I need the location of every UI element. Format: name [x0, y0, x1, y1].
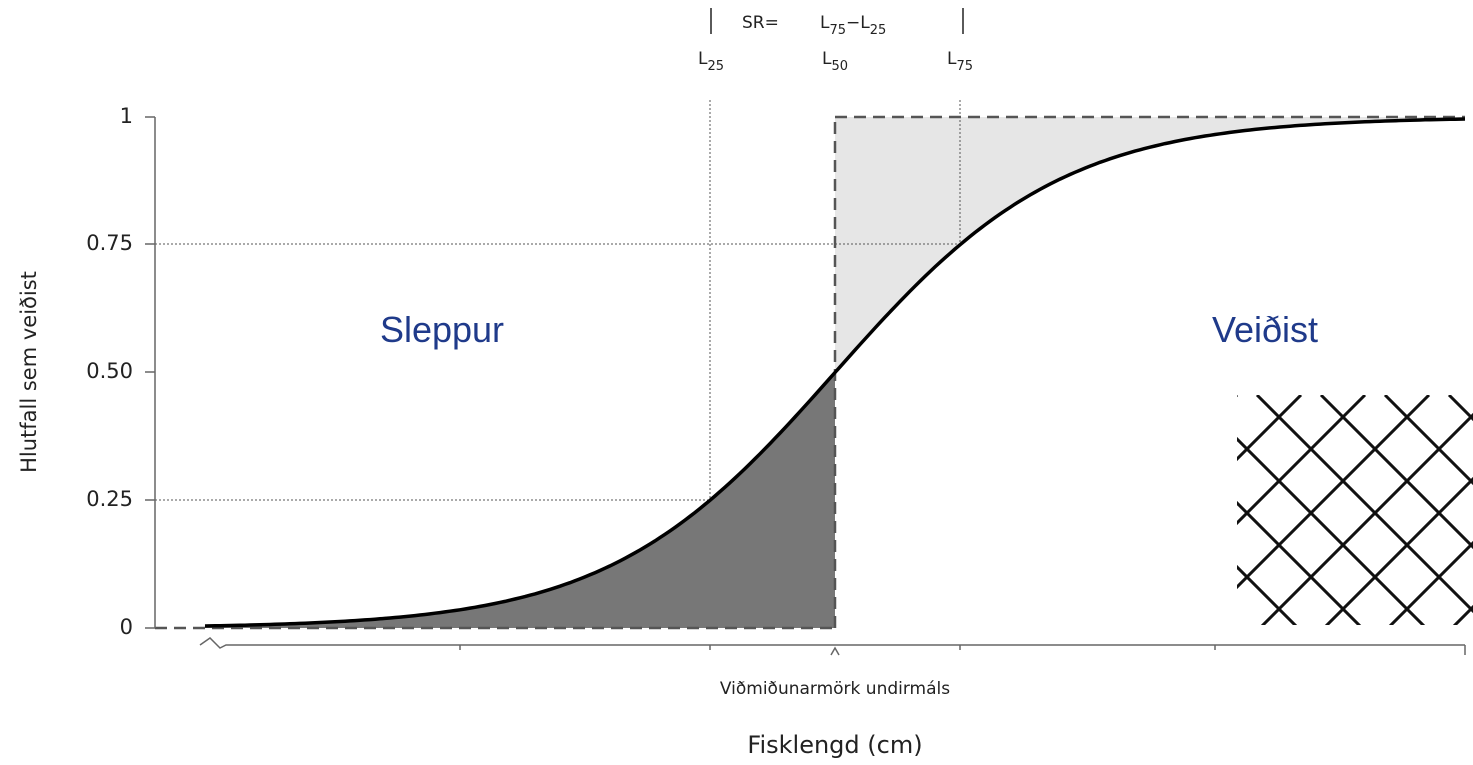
net-strand	[1237, 564, 1298, 625]
threshold-label: Viðmiðunarmörk undirmáls	[720, 679, 950, 699]
y-tick-label: 1	[120, 104, 133, 128]
net-strand	[937, 395, 1197, 655]
region-label: Sleppur	[380, 309, 504, 350]
net-strand	[1383, 395, 1473, 486]
net-strand	[1237, 436, 1426, 625]
net-strand	[1237, 395, 1303, 462]
area-fills	[205, 117, 1465, 628]
marker-bars	[710, 8, 964, 34]
net-strand	[1324, 476, 1473, 625]
marker-sub: 25	[707, 59, 724, 74]
formula-sub: 75	[829, 23, 846, 38]
y-axis-title: Hlutfall sem veiðist	[17, 271, 41, 473]
formula-part: L	[820, 13, 830, 33]
axes	[145, 116, 1466, 656]
region-label: Veiðist	[1212, 309, 1318, 350]
marker-label: L25	[698, 49, 724, 74]
marker-main: L	[822, 49, 832, 69]
net-strand	[1260, 412, 1473, 625]
formula-sub: 25	[870, 23, 887, 38]
guide-lines	[155, 100, 961, 501]
net-strand	[1319, 395, 1473, 550]
retain-gap-area	[835, 117, 1465, 373]
net-strand	[1001, 395, 1261, 655]
sr-label: SR=	[742, 13, 779, 33]
marker-label: L75	[947, 49, 973, 74]
marker-sub: 50	[831, 59, 848, 74]
net-image	[913, 395, 1473, 655]
net-bg	[1237, 395, 1473, 625]
marker-sub: 75	[956, 59, 973, 74]
y-tick-label: 0	[120, 615, 133, 639]
net-strand	[1388, 540, 1473, 625]
y-tick-label: 0.75	[86, 231, 133, 255]
marker-label: L50	[822, 49, 848, 74]
discard-area	[205, 372, 835, 628]
formula-part: −L	[846, 13, 870, 33]
y-tick-label: 0.25	[86, 487, 133, 511]
marker-main: L	[698, 49, 708, 69]
net-strand	[1255, 395, 1473, 614]
sr-formula: L75−L25	[820, 13, 886, 38]
net-strand	[913, 395, 1173, 655]
marker-main: L	[947, 49, 957, 69]
y-tick-label: 0.50	[86, 359, 133, 383]
selection-curve	[204, 117, 1466, 628]
net-strand	[1237, 395, 1239, 398]
net-strand	[1237, 395, 1367, 526]
x-axis-title: Fisklengd (cm)	[747, 731, 922, 759]
net-strand	[1237, 395, 1431, 590]
net-strand	[1237, 500, 1362, 625]
net-strand	[1452, 604, 1473, 625]
